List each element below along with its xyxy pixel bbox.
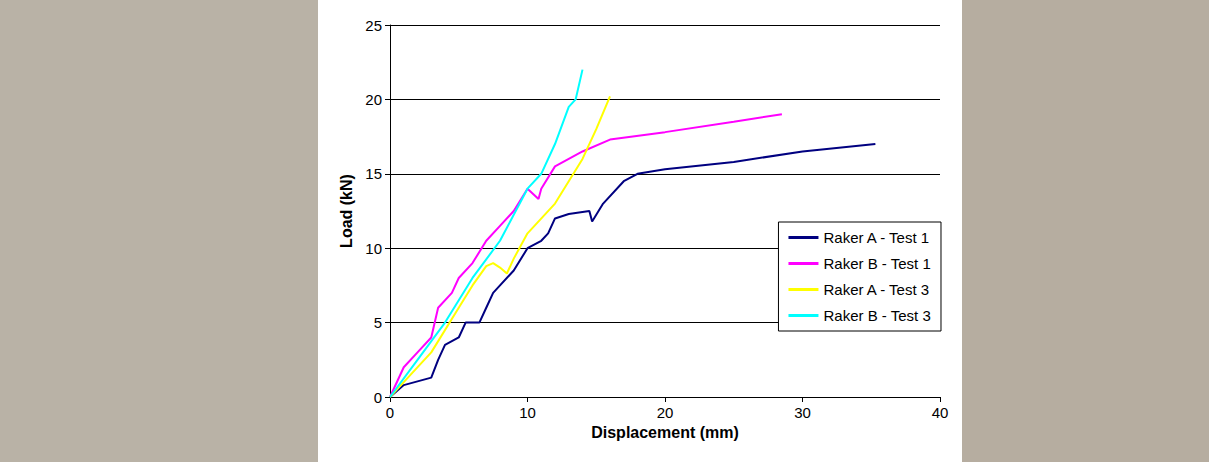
svg-text:40: 40 <box>932 404 949 421</box>
svg-text:10: 10 <box>365 240 382 257</box>
svg-text:5: 5 <box>374 314 382 331</box>
svg-text:0: 0 <box>374 389 382 406</box>
svg-text:Raker A - Test 3: Raker A - Test 3 <box>823 281 929 298</box>
svg-text:10: 10 <box>519 404 536 421</box>
svg-text:Displacement (mm): Displacement (mm) <box>591 424 739 441</box>
svg-text:Raker A - Test 1: Raker A - Test 1 <box>823 229 929 246</box>
svg-text:Raker B - Test 1: Raker B - Test 1 <box>823 255 930 272</box>
svg-text:30: 30 <box>794 404 811 421</box>
svg-text:15: 15 <box>365 165 382 182</box>
svg-text:20: 20 <box>365 91 382 108</box>
svg-text:20: 20 <box>657 404 674 421</box>
svg-text:Load (kN): Load (kN) <box>338 174 355 248</box>
svg-text:Raker B - Test 3: Raker B - Test 3 <box>823 307 930 324</box>
svg-text:0: 0 <box>386 404 394 421</box>
svg-text:25: 25 <box>365 17 382 34</box>
